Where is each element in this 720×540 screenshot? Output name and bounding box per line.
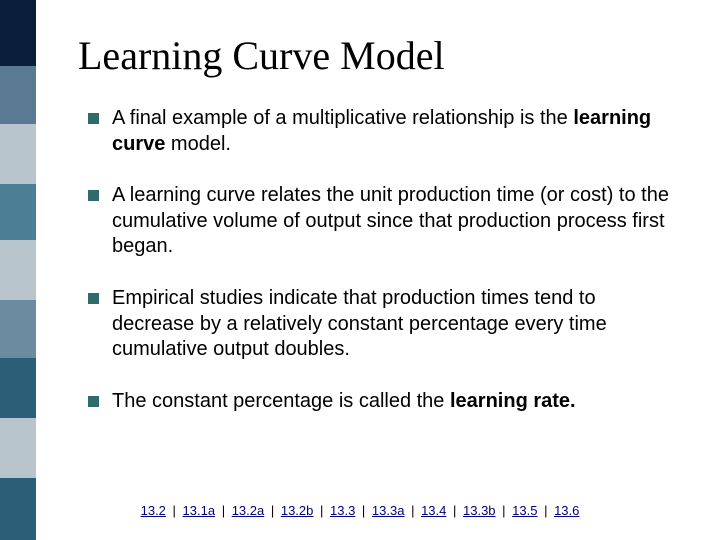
bullet-text-bold: learning rate.: [450, 390, 576, 412]
footer-link[interactable]: 13.3b: [463, 503, 496, 518]
sidebar-segment: [0, 0, 36, 66]
bullet-item: Empirical studies indicate that producti…: [78, 286, 678, 363]
slide-title: Learning Curve Model: [78, 34, 678, 78]
sidebar-segment: [0, 358, 36, 418]
footer-link[interactable]: 13.1a: [183, 503, 216, 518]
slide-content: Learning Curve Model A final example of …: [78, 34, 678, 440]
bullet-list: A final example of a multiplicative rela…: [78, 106, 678, 414]
sidebar-segment: [0, 184, 36, 240]
footer-nav: 13.2 | 13.1a | 13.2a | 13.2b | 13.3 | 13…: [0, 503, 720, 518]
footer-link[interactable]: 13.2a: [232, 503, 265, 518]
bullet-text: A final example of a multiplicative rela…: [112, 107, 651, 155]
footer-separator: |: [499, 503, 510, 518]
footer-link[interactable]: 13.3: [330, 503, 355, 518]
bullet-text-pre: A final example of a multiplicative rela…: [112, 107, 573, 129]
bullet-text: A learning curve relates the unit produc…: [112, 184, 669, 257]
footer-separator: |: [218, 503, 229, 518]
footer-link[interactable]: 13.4: [421, 503, 446, 518]
sidebar-segment: [0, 240, 36, 300]
footer-link[interactable]: 13.3a: [372, 503, 405, 518]
footer-link[interactable]: 13.6: [554, 503, 579, 518]
footer-link[interactable]: 13.2: [141, 503, 166, 518]
footer-separator: |: [449, 503, 460, 518]
bullet-item: The constant percentage is called the le…: [78, 389, 678, 415]
bullet-icon: [88, 396, 99, 407]
decorative-sidebar: [0, 0, 36, 540]
bullet-text: Empirical studies indicate that producti…: [112, 287, 607, 360]
bullet-text-pre: Empirical studies indicate that producti…: [112, 287, 607, 360]
sidebar-segment: [0, 418, 36, 478]
sidebar-segment: [0, 300, 36, 358]
bullet-icon: [88, 190, 99, 201]
footer-link[interactable]: 13.5: [512, 503, 537, 518]
bullet-text-pre: The constant percentage is called the: [112, 390, 450, 412]
footer-separator: |: [267, 503, 278, 518]
bullet-text-post: model.: [165, 133, 231, 155]
footer-separator: |: [316, 503, 327, 518]
sidebar-segment: [0, 124, 36, 184]
sidebar-segment: [0, 66, 36, 124]
footer-separator: |: [407, 503, 418, 518]
footer-separator: |: [358, 503, 369, 518]
footer-separator: |: [169, 503, 180, 518]
bullet-item: A final example of a multiplicative rela…: [78, 106, 678, 157]
bullet-text: The constant percentage is called the le…: [112, 390, 576, 412]
footer-separator: |: [540, 503, 551, 518]
bullet-text-pre: A learning curve relates the unit produc…: [112, 184, 669, 257]
bullet-item: A learning curve relates the unit produc…: [78, 183, 678, 260]
bullet-icon: [88, 113, 99, 124]
bullet-icon: [88, 293, 99, 304]
footer-link[interactable]: 13.2b: [281, 503, 314, 518]
